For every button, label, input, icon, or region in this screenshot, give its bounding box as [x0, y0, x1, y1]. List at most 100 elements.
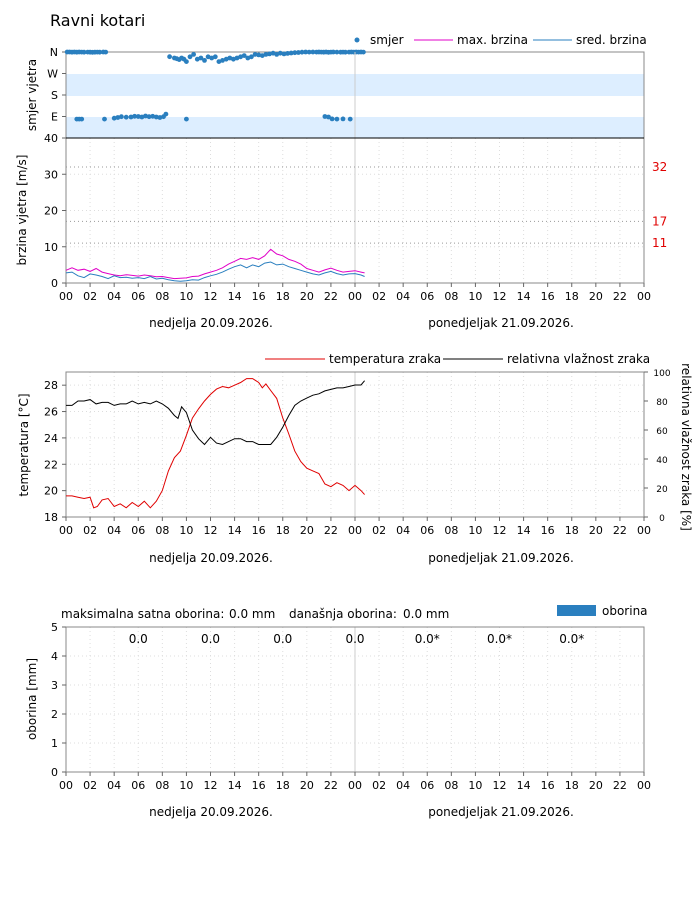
- precip-max-value: 0.0 mm: [229, 607, 275, 621]
- precip-summary: maksimalna satna oborina: 0.0 mm današnj…: [61, 607, 449, 621]
- direction-point: [115, 115, 121, 120]
- direction-points: [64, 49, 366, 138]
- precipitation-x-tick-label: 20: [589, 779, 603, 792]
- humidity-tick-label: 80: [656, 398, 668, 408]
- precipitation-period-total: 0.0: [345, 632, 364, 646]
- temperature-x-tick-label: 10: [179, 524, 193, 537]
- speed-threshold-label: 17: [652, 214, 667, 228]
- direction-point: [212, 54, 218, 60]
- direction-point: [146, 114, 152, 120]
- direction-tick-label: W: [47, 68, 58, 81]
- humidity-y-ticks: 0 20 40 60 80 100: [644, 369, 671, 524]
- humidity-tick-label: 60: [656, 427, 668, 437]
- precipitation-tick-label: 3: [51, 679, 58, 692]
- direction-ylabel: smjer vjetra: [25, 59, 39, 131]
- legend-precip-label: oborina: [602, 604, 648, 618]
- precipitation-x-tick-label: 06: [131, 779, 145, 792]
- temperature-x-tick-label: 14: [517, 524, 531, 537]
- precipitation-x-tick-label: 08: [155, 779, 169, 792]
- precipitation-period-total: 0.0*: [415, 632, 440, 646]
- direction-point: [135, 114, 141, 119]
- speed-x-ticks: 00 02 04 06 08 10 12 14 16 18 20 22 00 02 04 06 08 10 12 14…: [59, 283, 651, 303]
- speed-x-tick-label: 22: [324, 290, 338, 303]
- temperature-x-tick-label: 12: [204, 524, 218, 537]
- max-speed-line: [65, 248, 365, 280]
- direction-tick-label: N: [50, 46, 58, 59]
- temperature-x-tick-label: 08: [155, 524, 169, 537]
- speed-x-tick-label: 08: [444, 290, 458, 303]
- direction-point: [119, 114, 124, 120]
- day-label-1-precip: nedjelja 20.09.2026.: [149, 805, 273, 819]
- temperature-panel: temperatura [°C] relativna vlažnost zrak…: [17, 363, 693, 565]
- direction-point: [167, 54, 173, 60]
- legend-direction-label: smjer: [370, 33, 404, 47]
- direction-point: [163, 111, 169, 117]
- precipitation-x-tick-label: 14: [517, 779, 531, 792]
- day-label-1: nedjelja 20.09.2026.: [149, 316, 273, 330]
- temperature-tick-label: 20: [44, 485, 58, 498]
- temperature-x-tick-label: 10: [468, 524, 482, 537]
- temperature-x-tick-label: 22: [613, 524, 627, 537]
- humidity-tick-label: 100: [653, 369, 670, 379]
- speed-x-tick-label: 16: [252, 290, 266, 303]
- direction-point: [241, 53, 247, 58]
- direction-tick-label: E: [51, 111, 58, 124]
- day-label-1-temp: nedjelja 20.09.2026.: [149, 551, 273, 565]
- precipitation-period-total: 0.0: [201, 632, 220, 646]
- precipitation-period-total: 0.0*: [487, 632, 512, 646]
- temperature-tick-label: 22: [44, 458, 58, 471]
- direction-point: [303, 49, 308, 55]
- direction-tick-label: S: [51, 89, 58, 102]
- temperature-x-tick-label: 20: [300, 524, 314, 537]
- precipitation-x-tick-label: 22: [613, 779, 627, 792]
- direction-point: [281, 51, 287, 57]
- direction-point: [252, 52, 258, 57]
- direction-point: [343, 49, 348, 55]
- precipitation-x-tick-label: 16: [541, 779, 555, 792]
- precipitation-x-ticks: 00 02 04 06 08 10 12 14 16 18 20 22 00 02 04 06 08 10 12 14…: [59, 772, 651, 792]
- precipitation-x-tick-label: 02: [83, 779, 97, 792]
- direction-point: [79, 116, 85, 122]
- humidity-line: [66, 380, 365, 446]
- legend-precip-swatch: [557, 605, 596, 616]
- temperature-tick-label: 28: [44, 379, 58, 392]
- precipitation-tick-label: 4: [51, 650, 58, 663]
- speed-x-tick-label: 22: [613, 290, 627, 303]
- wind-legend: smjer max. brzina sred. brzina: [354, 33, 647, 47]
- direction-point: [330, 49, 336, 55]
- precipitation-x-tick-label: 08: [444, 779, 458, 792]
- speed-x-tick-label: 16: [541, 290, 555, 303]
- direction-point: [139, 114, 145, 120]
- direction-point: [102, 116, 107, 122]
- temperature-x-tick-label: 06: [131, 524, 145, 537]
- direction-point: [296, 50, 301, 55]
- direction-point: [220, 58, 225, 63]
- speed-x-tick-label: 08: [155, 290, 169, 303]
- precipitation-tick-label: 5: [51, 621, 58, 634]
- direction-point: [103, 49, 109, 55]
- direction-point: [263, 52, 269, 57]
- speed-threshold-label: 32: [652, 160, 667, 174]
- direction-point: [329, 116, 335, 122]
- temperature-x-tick-label: 22: [324, 524, 338, 537]
- direction-point: [128, 114, 134, 120]
- speed-x-tick-label: 06: [420, 290, 434, 303]
- day-label-2-temp: ponedjeljak 21.09.2026.: [428, 551, 574, 565]
- speed-tick-label: 20: [44, 205, 58, 218]
- temperature-tick-label: 26: [44, 406, 58, 419]
- temperature-x-tick-label: 16: [252, 524, 266, 537]
- speed-x-tick-label: 02: [372, 290, 386, 303]
- direction-point: [81, 49, 87, 55]
- temperature-x-tick-label: 00: [348, 524, 362, 537]
- speed-x-tick-label: 04: [396, 290, 410, 303]
- direction-point: [198, 55, 204, 61]
- speed-tick-label: 0: [51, 277, 58, 290]
- direction-point: [306, 49, 312, 55]
- temperature-x-tick-label: 04: [396, 524, 410, 537]
- direction-point: [288, 50, 294, 56]
- precipitation-x-tick-label: 00: [59, 779, 73, 792]
- direction-point: [249, 54, 254, 60]
- precipitation-period-total: 0.0*: [559, 632, 584, 646]
